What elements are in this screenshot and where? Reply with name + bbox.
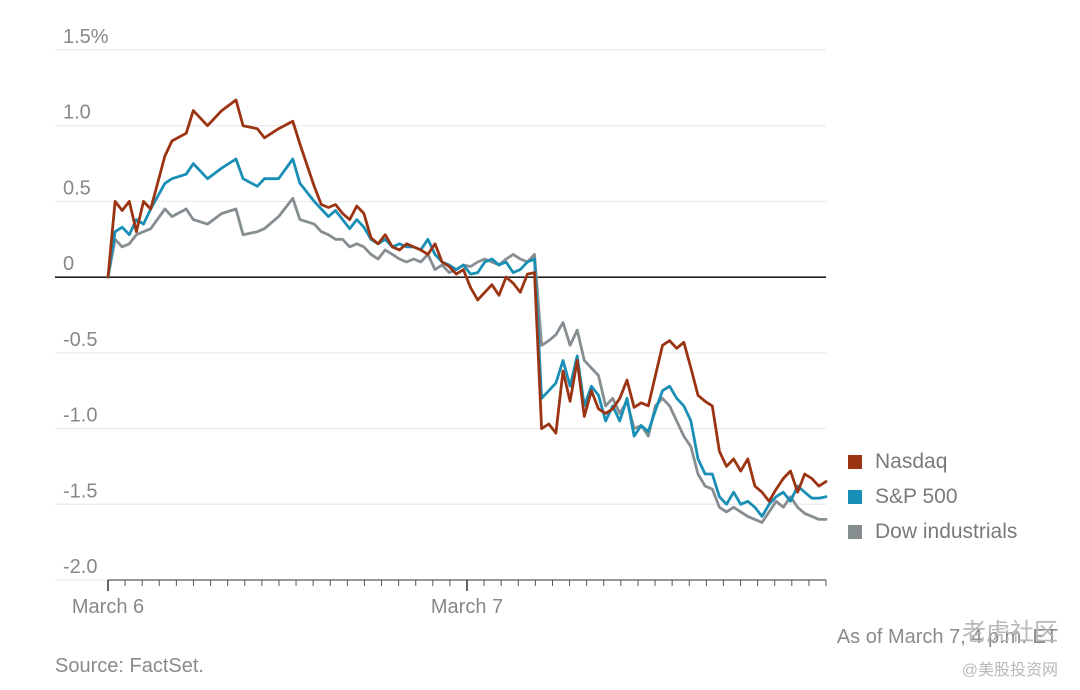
legend-item-dow: Dow industrials (848, 514, 1017, 549)
watermark-text: 老虎社区 (962, 619, 1058, 646)
as-of-note: As of March 7, 4 p.m. ET (836, 626, 1058, 648)
y-tick-label: 0.5 (63, 177, 91, 199)
legend-item-nasdaq: Nasdaq (848, 444, 1017, 479)
y-tick-label: -1.0 (63, 405, 97, 427)
y-tick-label: 0 (63, 253, 74, 275)
watermark-handle: @美股投资网 (961, 662, 1058, 679)
y-axis-tick-labels: 1.5% 1.0 0.5 0 -0.5 -1.0 -1.5 -2.0 (63, 26, 109, 578)
y-tick-label: -2.0 (63, 556, 97, 578)
legend-item-sp500: S&P 500 (848, 479, 1017, 514)
x-tick-label: March 6 (72, 596, 144, 618)
x-axis: March 6 March 7 (72, 579, 827, 618)
y-tick-label: -1.5 (63, 480, 97, 502)
y-tick-label: 1.0 (63, 102, 91, 124)
legend-label-sp500: S&P 500 (875, 484, 958, 508)
y-tick-label: 1.5% (63, 26, 109, 48)
legend-swatch-dow (848, 524, 862, 539)
y-tick-label: -0.5 (63, 329, 97, 351)
legend-label-nasdaq: Nasdaq (875, 449, 948, 473)
series-line-s-p-500 (106, 157, 828, 518)
legend-swatch-sp500 (848, 489, 862, 504)
series-line-nasdaq (106, 98, 828, 503)
legend: Nasdaq S&P 500 Dow industrials (848, 444, 1017, 549)
x-tick-label: March 7 (431, 596, 503, 618)
gridlines (55, 49, 826, 581)
series-lines (106, 98, 828, 524)
series-line-dow-industrials (106, 197, 828, 524)
source-note: Source: FactSet. (55, 655, 204, 677)
legend-swatch-nasdaq (848, 454, 862, 469)
legend-label-dow: Dow industrials (875, 519, 1018, 543)
